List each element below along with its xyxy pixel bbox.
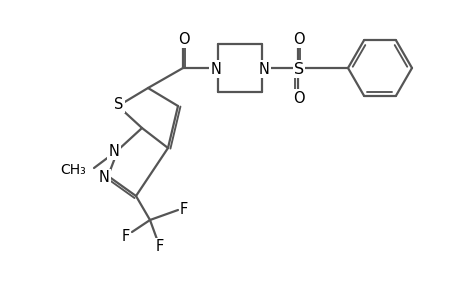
Text: N: N bbox=[108, 143, 119, 158]
Text: O: O bbox=[178, 32, 190, 46]
Text: N: N bbox=[210, 61, 221, 76]
Text: O: O bbox=[292, 91, 304, 106]
Text: S: S bbox=[293, 61, 303, 76]
Text: CH₃: CH₃ bbox=[60, 163, 86, 177]
Text: F: F bbox=[122, 230, 130, 244]
Text: N: N bbox=[98, 170, 109, 185]
Text: O: O bbox=[292, 32, 304, 46]
Text: S: S bbox=[114, 97, 123, 112]
Text: F: F bbox=[156, 239, 164, 254]
Text: F: F bbox=[179, 202, 188, 217]
Text: N: N bbox=[258, 61, 269, 76]
